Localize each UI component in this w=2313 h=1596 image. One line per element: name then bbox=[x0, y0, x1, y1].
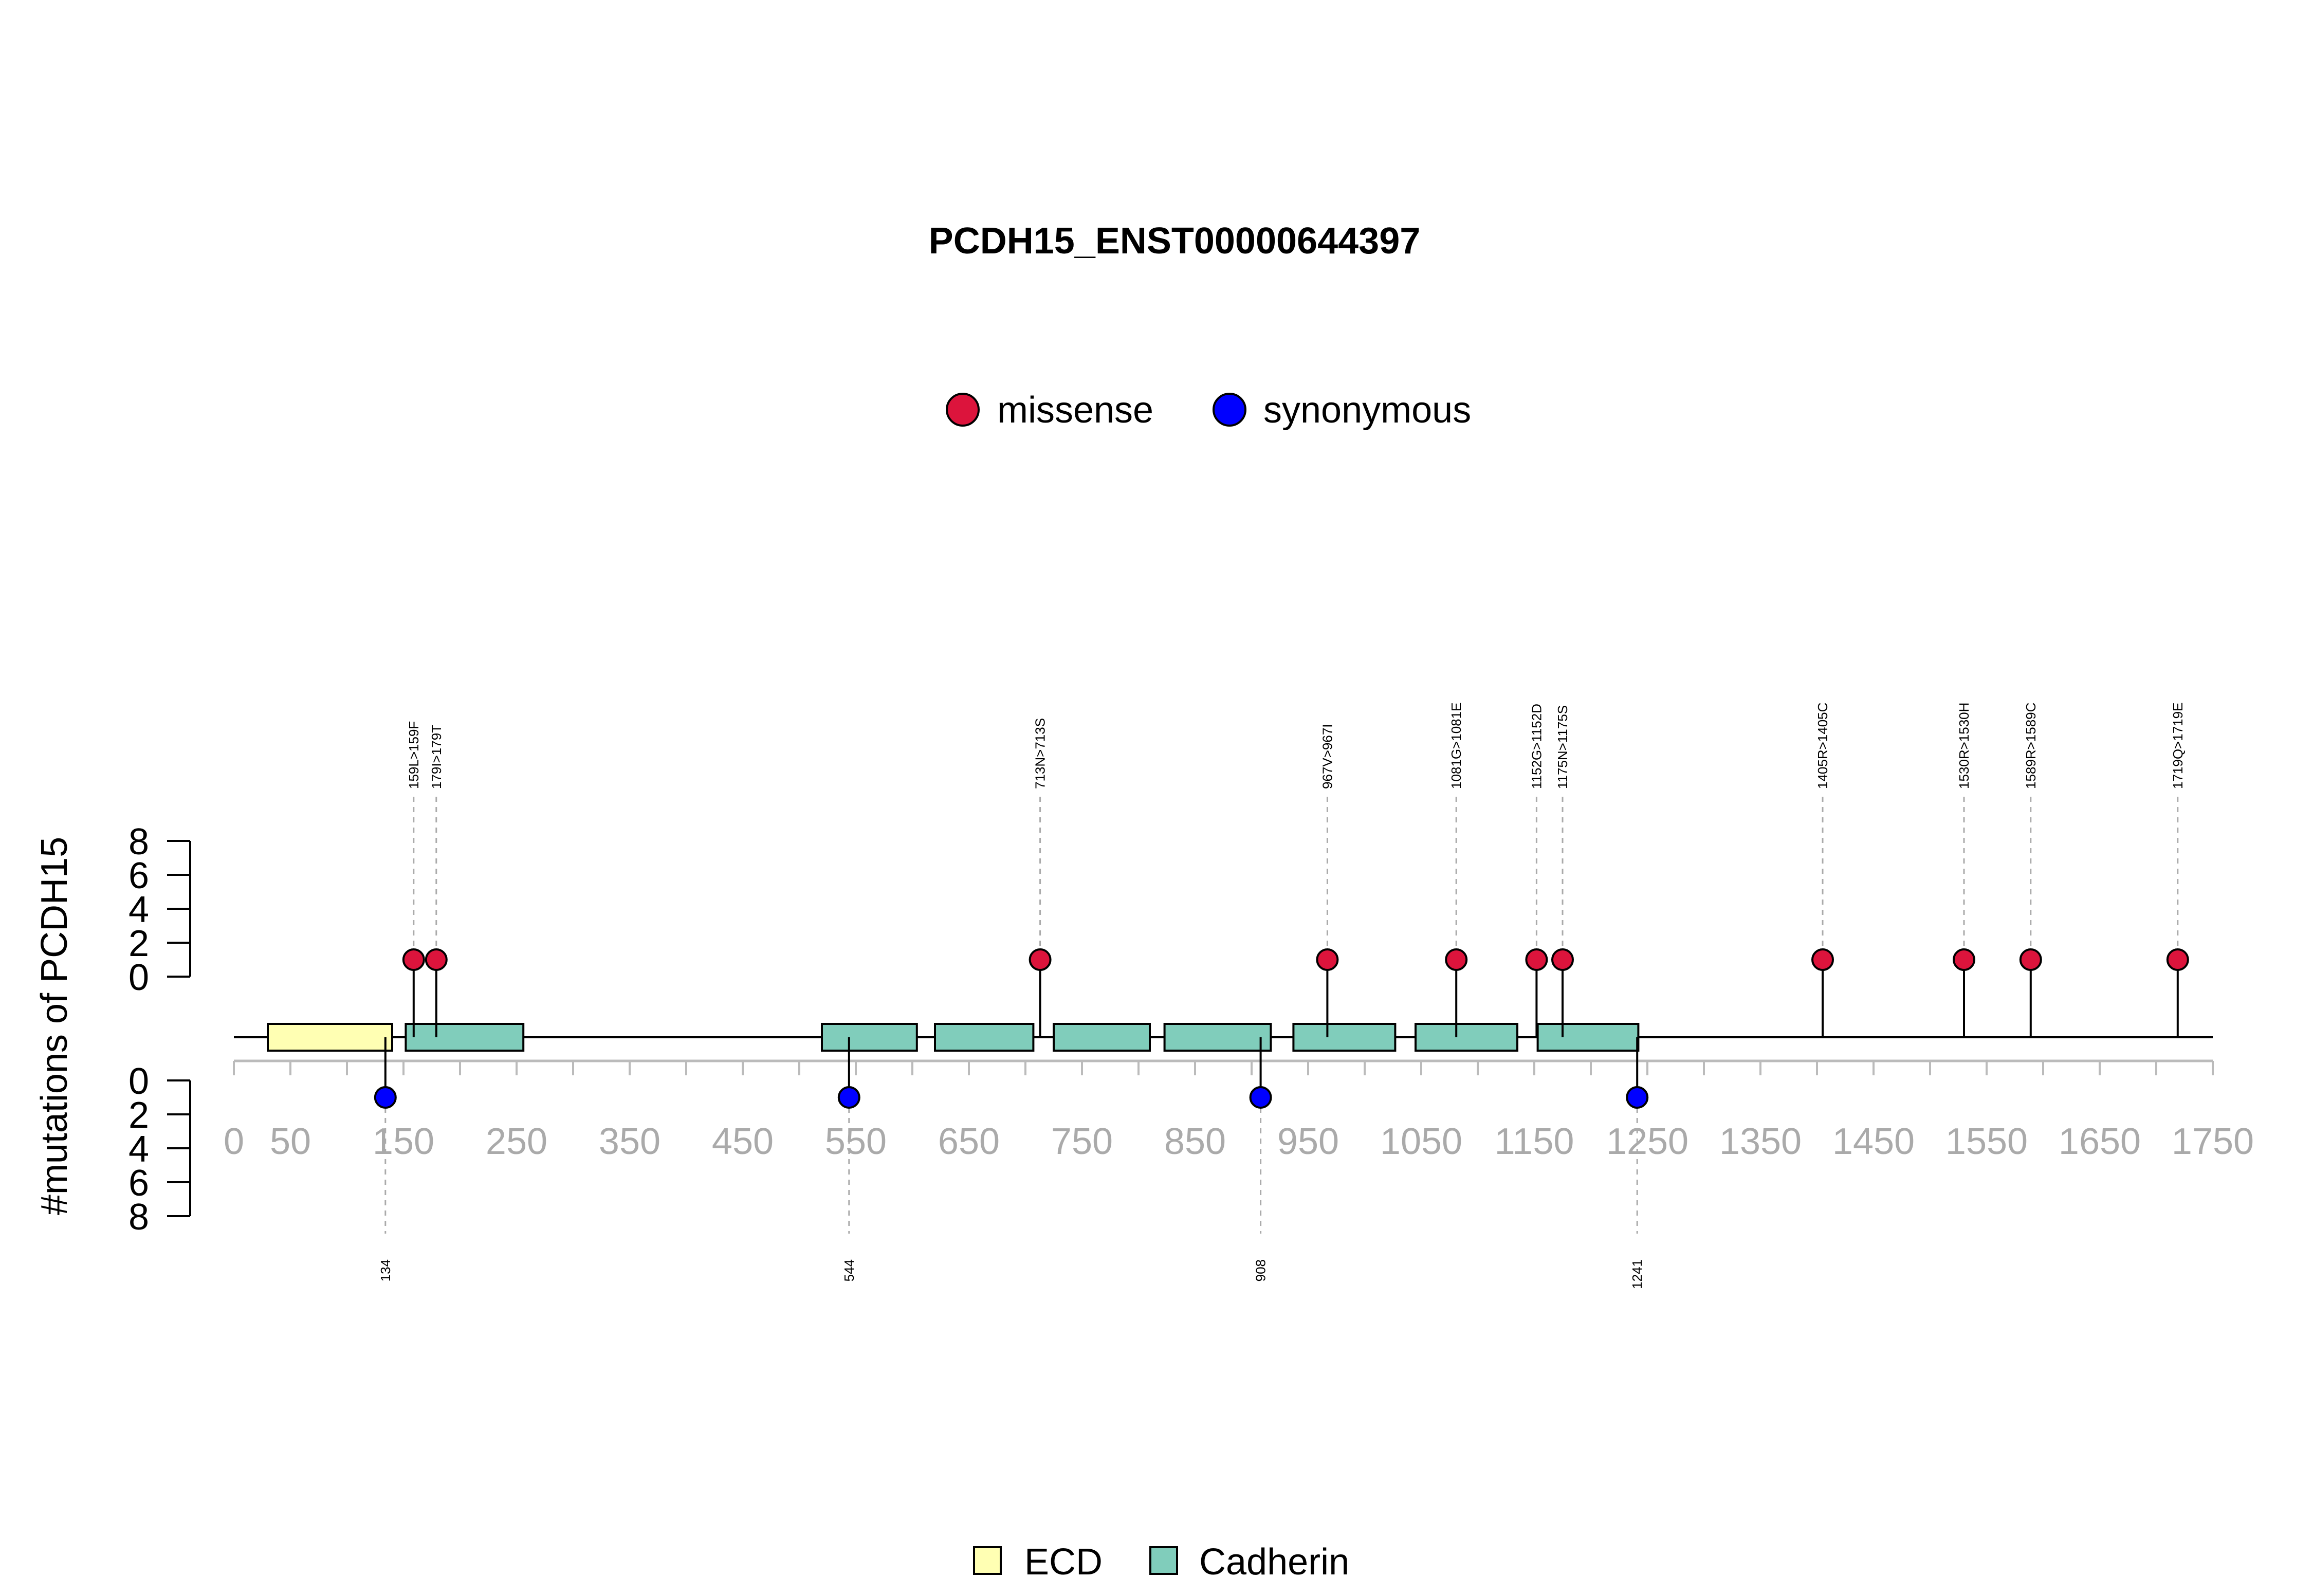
legend-swatch-cadherin bbox=[1149, 1546, 1178, 1575]
legend-swatch-missense bbox=[946, 393, 980, 427]
synonymous-label: 544 bbox=[841, 1259, 857, 1281]
missense-point bbox=[1029, 948, 1052, 971]
missense-label: 713N>713S bbox=[1033, 718, 1048, 789]
x-tick-label: 1550 bbox=[1945, 1121, 2028, 1162]
missense-label: 1175N>1175S bbox=[1555, 705, 1570, 789]
x-tick-label: 750 bbox=[1051, 1121, 1113, 1162]
x-tick-label: 1150 bbox=[1495, 1121, 1574, 1162]
synonymous-point bbox=[374, 1086, 397, 1109]
domain-cadherin bbox=[1163, 1023, 1272, 1052]
x-tick-label: 450 bbox=[712, 1121, 774, 1162]
x-tick-label: 1450 bbox=[1832, 1121, 1915, 1162]
legend-label-ecd: ECD bbox=[1024, 1542, 1103, 1583]
x-axis: 0 50 150 250 350 450 550 650 750 850 950 1050 1150 12… bbox=[224, 1059, 2254, 1162]
missense-point bbox=[425, 948, 448, 971]
chart-title: PCDH15_ENST00000644397 bbox=[929, 221, 1421, 262]
domain-cadherin bbox=[405, 1023, 525, 1052]
missense-point bbox=[1551, 948, 1574, 971]
missense-label: 1719Q>1719E bbox=[2170, 703, 2186, 789]
missense-point bbox=[1811, 948, 1834, 971]
x-tick-label: 850 bbox=[1164, 1121, 1226, 1162]
x-tick-label: 150 bbox=[373, 1121, 434, 1162]
missense-label: 1405R>1405C bbox=[1815, 703, 1830, 789]
y-axis-upper-tick-label: 6 bbox=[128, 855, 149, 896]
y-axis-lower-tick-label: 4 bbox=[128, 1129, 149, 1170]
domain-ecd bbox=[267, 1023, 393, 1052]
x-tick-label: 250 bbox=[486, 1121, 547, 1162]
missense-label: 967V>967I bbox=[1319, 724, 1335, 789]
missense-point bbox=[402, 948, 425, 971]
legend-label-cadherin: Cadherin bbox=[1199, 1542, 1349, 1583]
domain-cadherin bbox=[1415, 1023, 1518, 1052]
y-axis-lower-tick-label: 2 bbox=[128, 1095, 149, 1136]
synonymous-point bbox=[1249, 1086, 1272, 1109]
x-tick-label: 1750 bbox=[2172, 1121, 2254, 1162]
domain-cadherin bbox=[1292, 1023, 1397, 1052]
x-tick-label: 950 bbox=[1277, 1121, 1339, 1162]
legend-swatch-ecd bbox=[973, 1546, 1002, 1575]
y-axis-upper-tick-label: 8 bbox=[128, 821, 149, 863]
domain-legend: ECD Cadherin bbox=[973, 1542, 1349, 1583]
missense-point bbox=[2166, 948, 2189, 971]
y-axis-upper-tick-label: 0 bbox=[128, 957, 149, 998]
legend-label-missense: missense bbox=[997, 390, 1153, 431]
synonymous-label: 134 bbox=[378, 1259, 393, 1281]
missense-point bbox=[2019, 948, 2042, 971]
x-tick-label: 0 bbox=[224, 1121, 244, 1162]
x-tick-label: 1650 bbox=[2059, 1121, 2141, 1162]
domain-cadherin bbox=[1053, 1023, 1151, 1052]
x-tick-label: 350 bbox=[599, 1121, 660, 1162]
domain-cadherin bbox=[821, 1023, 918, 1052]
missense-label: 1152G>1152D bbox=[1529, 704, 1544, 789]
x-tick-label: 50 bbox=[270, 1121, 311, 1162]
missense-label: 1589R>1589C bbox=[2023, 703, 2039, 789]
missense-label: 1530R>1530H bbox=[1956, 703, 1972, 789]
missense-label: 1081G>1081E bbox=[1448, 703, 1464, 789]
missense-point bbox=[1953, 948, 1975, 971]
y-axis-lower-tick-label: 6 bbox=[128, 1163, 149, 1204]
missense-point bbox=[1525, 948, 1548, 971]
synonymous-label: 1241 bbox=[1629, 1259, 1645, 1289]
synonymous-label: 908 bbox=[1253, 1259, 1269, 1281]
x-tick-label: 1250 bbox=[1606, 1121, 1688, 1162]
synonymous-point bbox=[1626, 1086, 1649, 1109]
missense-point bbox=[1445, 948, 1468, 971]
y-axis-label: #mutations of PCDH15 bbox=[34, 837, 75, 1215]
x-tick-label: 650 bbox=[938, 1121, 1000, 1162]
y-axis-upper-tick-label: 2 bbox=[128, 923, 149, 964]
x-tick-label: 1050 bbox=[1380, 1121, 1462, 1162]
missense-point bbox=[1316, 948, 1339, 971]
y-axis-lower-tick-label: 0 bbox=[128, 1061, 149, 1102]
y-axis-lower-tick-label: 8 bbox=[128, 1197, 149, 1238]
x-tick-label: 550 bbox=[825, 1121, 887, 1162]
legend-swatch-synonymous bbox=[1213, 393, 1246, 427]
mutation-legend: missense synonymous bbox=[946, 390, 1471, 431]
legend-label-synonymous: synonymous bbox=[1263, 390, 1471, 431]
domain-cadherin bbox=[934, 1023, 1035, 1052]
missense-label: 159L>159F bbox=[406, 721, 421, 789]
y-axis-upper-tick-label: 4 bbox=[128, 889, 149, 930]
domain-cadherin bbox=[1536, 1023, 1640, 1052]
synonymous-point bbox=[837, 1086, 860, 1109]
x-tick-label: 1350 bbox=[1719, 1121, 1802, 1162]
missense-label: 179I>179T bbox=[429, 725, 444, 789]
